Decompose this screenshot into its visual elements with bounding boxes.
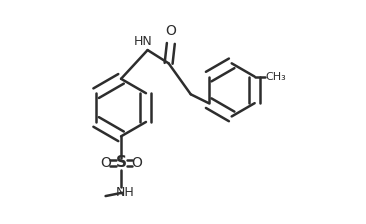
Text: HN: HN: [134, 35, 153, 48]
Text: CH₃: CH₃: [266, 72, 287, 82]
Text: O: O: [100, 156, 111, 170]
Text: S: S: [116, 155, 127, 170]
Text: NH: NH: [116, 186, 135, 199]
Text: O: O: [165, 24, 176, 38]
Text: O: O: [131, 156, 142, 170]
